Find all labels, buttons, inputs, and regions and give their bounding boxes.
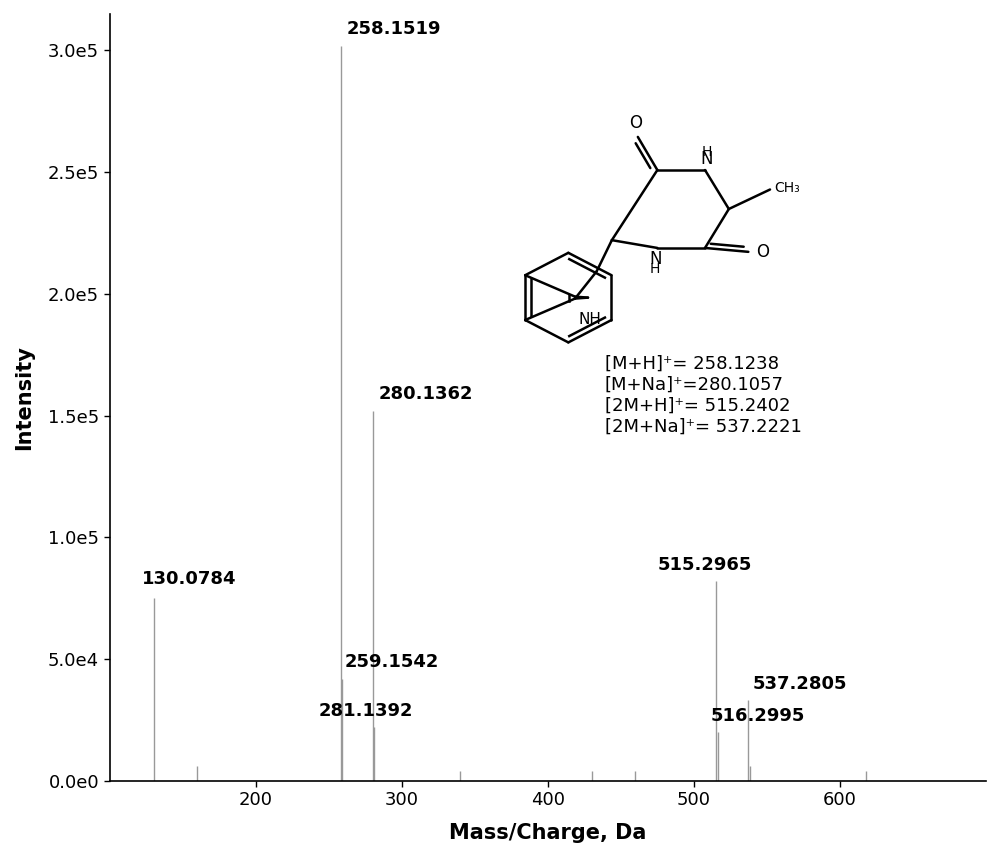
Text: [M+H]⁺= 258.1238
[M+Na]⁺=280.1057
[2M+H]⁺= 515.2402
[2M+Na]⁺= 537.2221: [M+H]⁺= 258.1238 [M+Na]⁺=280.1057 [2M+H]… [605,355,802,435]
Text: 259.1542: 259.1542 [345,653,439,671]
Text: N: N [700,150,713,168]
Text: O: O [756,243,769,261]
Text: 280.1362: 280.1362 [379,386,473,404]
Text: NH: NH [579,313,602,327]
Y-axis label: Intensity: Intensity [14,345,34,450]
Text: 515.2965: 515.2965 [658,556,752,574]
X-axis label: Mass/Charge, Da: Mass/Charge, Da [449,823,647,843]
Text: H: H [702,145,712,159]
Text: 537.2805: 537.2805 [753,675,847,693]
Text: O: O [629,114,642,132]
Text: CH₃: CH₃ [774,181,800,195]
Text: 258.1519: 258.1519 [346,21,441,39]
Text: 516.2995: 516.2995 [710,707,805,725]
Text: 130.0784: 130.0784 [142,571,236,589]
Text: N: N [649,250,661,268]
Text: 281.1392: 281.1392 [319,702,413,720]
Text: H: H [650,261,660,276]
